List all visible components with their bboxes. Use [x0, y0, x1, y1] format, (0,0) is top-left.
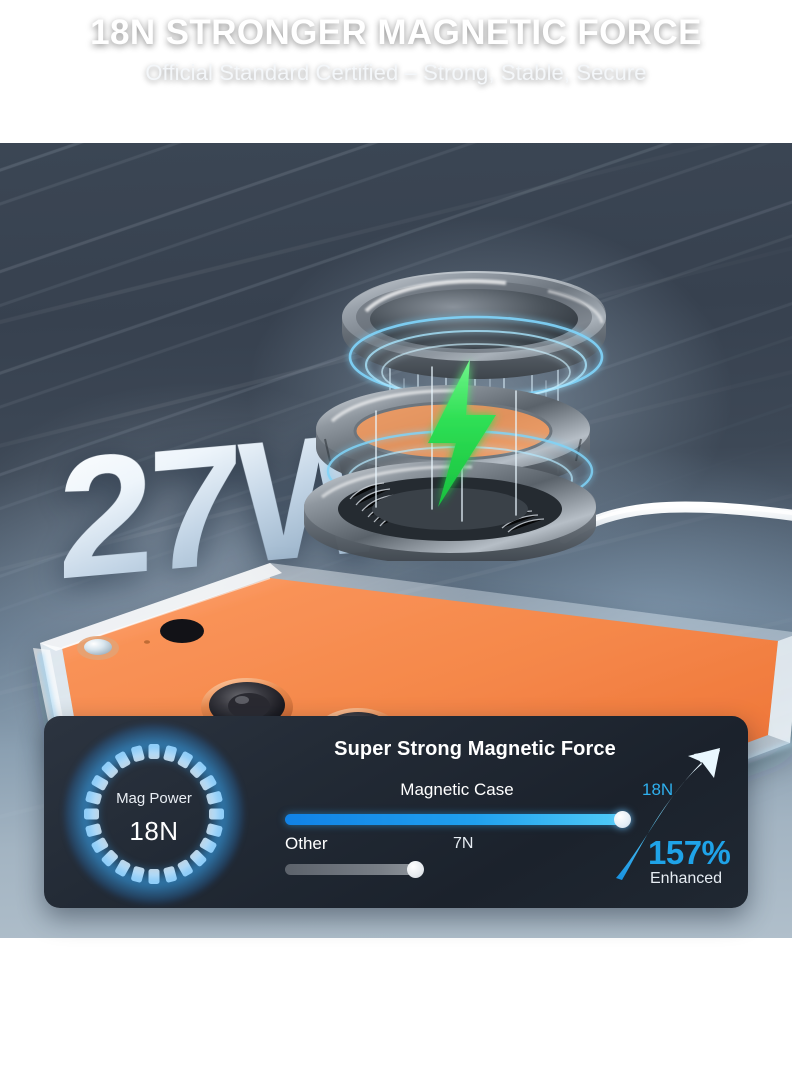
progress-fill-magnetic-case	[285, 814, 629, 825]
enhancement-caption: Enhanced	[650, 870, 723, 887]
progress-fill-other	[285, 864, 420, 875]
page-title: 18N STRONGER MAGNETIC FORCE	[90, 13, 702, 52]
wireless-charger-stack	[304, 271, 606, 561]
progress-track-other[interactable]	[285, 861, 629, 878]
page-subtitle: Official Standard Certified – Strong, St…	[145, 60, 647, 86]
gauge-value: 18N	[129, 816, 179, 846]
bar-label-magnetic-case: Magnetic Case	[400, 780, 514, 799]
progress-track-magnetic-case[interactable]	[285, 811, 631, 828]
enhancement-percent: 157%	[648, 834, 731, 871]
bar-label-other: Other	[285, 834, 328, 853]
gauge-glow	[64, 724, 244, 904]
progress-knob-other[interactable]	[407, 861, 425, 878]
bar-value-other: 7N	[453, 835, 474, 852]
magnetic-force-panel: Mag Power 18N Super Strong Magnetic Forc…	[44, 716, 748, 908]
bar-value-magnetic-case: 18N	[642, 780, 674, 799]
headline-block: 18N STRONGER MAGNETIC FORCE Official Sta…	[0, 14, 792, 86]
panel-title: Super Strong Magnetic Force	[334, 738, 616, 760]
mag-power-gauge: Mag Power 18N	[64, 724, 244, 904]
growth-arrow-icon	[616, 748, 720, 880]
progress-knob-magnetic-case[interactable]	[614, 811, 631, 828]
gauge-label: Mag Power	[116, 790, 192, 807]
